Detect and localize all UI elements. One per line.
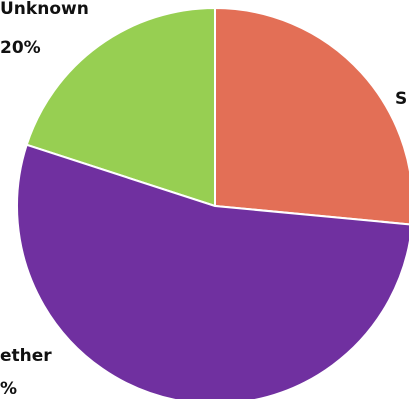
pie-slices <box>16 6 409 399</box>
slice-value-unknown: 20% <box>0 38 41 58</box>
slice-value-ether: % <box>0 379 17 399</box>
slice-label-unknown: Unknown <box>0 0 89 19</box>
slice-s <box>214 6 409 226</box>
slice-label-s: S <box>395 89 407 109</box>
slice-unknown <box>25 6 216 208</box>
slice-label-ether: ether <box>0 346 52 366</box>
slice-ether <box>16 143 409 399</box>
